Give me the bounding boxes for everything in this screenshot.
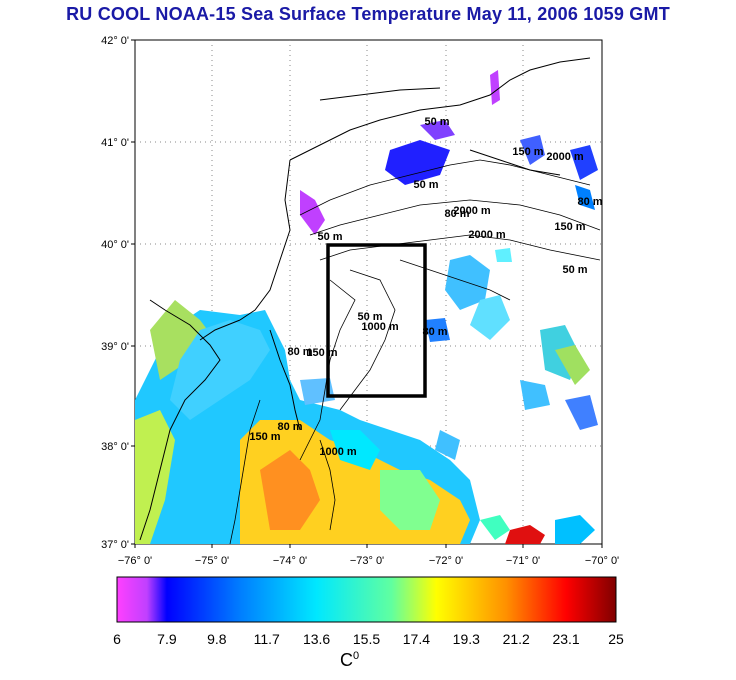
colorbar-unit-label: C0 <box>340 650 360 670</box>
contour-label: 80 m <box>422 326 447 338</box>
longitude-tick-label: −74° 0' <box>273 555 307 567</box>
colorbar-tick-label: 19.3 <box>453 631 480 647</box>
map-title: RU COOL NOAA-15 Sea Surface Temperature … <box>66 4 670 24</box>
contour-label: 80 m <box>577 196 602 208</box>
longitude-tick-label: −72° 0' <box>429 555 463 567</box>
sst-patches <box>300 70 598 460</box>
colorbar-tick-label: 23.1 <box>552 631 579 647</box>
longitude-tick-label: −70° 0' <box>585 555 619 567</box>
contour-label: 2000 m <box>546 151 584 163</box>
longitude-tick-label: −76° 0' <box>118 555 152 567</box>
sst-field <box>135 300 595 544</box>
study-area-box <box>326 243 427 398</box>
contour-label: 2000 m <box>468 229 506 241</box>
contour-label: 80 m <box>444 208 469 220</box>
latitude-tick-label: 38° 0' <box>101 441 129 453</box>
contour-label: 50 m <box>424 116 449 128</box>
colorbar-tick-label: 17.4 <box>403 631 430 647</box>
longitude-tick-label: −73° 0' <box>350 555 384 567</box>
latitude-tick-label: 41° 0' <box>101 137 129 149</box>
contour-label: 50 m <box>357 311 382 323</box>
colorbar-tick-label: 15.5 <box>353 631 380 647</box>
latitude-tick-label: 39° 0' <box>101 341 129 353</box>
contour-label: 150 m <box>249 431 280 443</box>
contour-label: 150 m <box>554 221 585 233</box>
longitude-tick-label: −71° 0' <box>506 555 540 567</box>
colorbar-tick-label: 13.6 <box>303 631 330 647</box>
latitude-ticks: 42° 0' 41° 0' 40° 0' 39° 0' 38° 0' 37° 0' <box>101 35 135 551</box>
contour-label: 150 m <box>512 146 543 158</box>
contour-label: 80 m <box>287 346 312 358</box>
colorbar-ticks: 6 7.9 9.8 11.7 13.6 15.5 17.4 19.3 21.2 23.1 25 <box>113 631 624 647</box>
contour-label: 2000 m <box>453 205 491 217</box>
latitude-tick-label: 40° 0' <box>101 239 129 251</box>
contour-label: 1000 m <box>319 446 357 458</box>
longitude-ticks: −76° 0' −75° 0' −74° 0' −73° 0' −72° 0' −71° … <box>118 544 619 567</box>
contour-label: 50 m <box>317 231 342 243</box>
latitude-tick-label: 42° 0' <box>101 35 129 47</box>
colorbar-tick-label: 7.9 <box>157 631 177 647</box>
colorbar-tick-label: 9.8 <box>207 631 227 647</box>
contour-label: 50 m <box>562 264 587 276</box>
contour-label: 80 m <box>277 421 302 433</box>
colorbar-tick-label: 11.7 <box>254 631 280 647</box>
contour-label: 1000 m <box>361 321 399 333</box>
colorbar-tick-label: 21.2 <box>503 631 530 647</box>
coastline <box>139 57 591 541</box>
colorbar-tick-label: 25 <box>608 631 624 647</box>
contour-label: 150 m <box>306 347 337 359</box>
contour-label: 50 m <box>413 179 438 191</box>
latitude-tick-label: 37° 0' <box>101 539 129 551</box>
colorbar <box>116 576 617 623</box>
colorbar-tick-label: 6 <box>113 631 121 647</box>
longitude-tick-label: −75° 0' <box>195 555 229 567</box>
